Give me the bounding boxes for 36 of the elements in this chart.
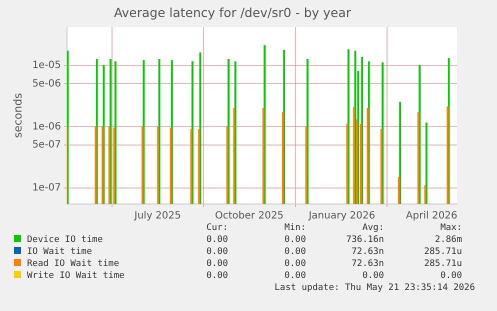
text: 0.00 [205, 246, 228, 258]
y-tick-label: 1e-06 [32, 121, 62, 132]
y-tick-label: 1e-05 [32, 60, 62, 71]
text: 0.00 [205, 258, 228, 270]
x-tick-label: April 2026 [406, 210, 458, 222]
y-tick-label: 1e-07 [32, 182, 62, 194]
text: Cur: [205, 222, 228, 234]
text: 0.00 [439, 270, 462, 282]
legend-label: Device IO time [26, 234, 104, 246]
text: Min: [283, 222, 306, 234]
text: 72.63n [350, 258, 384, 270]
x-tick-label: October 2025 [215, 210, 284, 222]
chart-title: Average latency for /dev/sr0 - by year [114, 4, 352, 20]
y-tick-label: 5e-07 [32, 140, 62, 151]
text: 285.71u [423, 246, 462, 258]
text: Avg: [361, 222, 384, 234]
text: Last update: Thu May 21 23:35:14 2026 [274, 283, 475, 293]
y-axis-title: seconds [11, 92, 24, 138]
text: 0.00 [205, 234, 228, 246]
legend-label: Write IO Wait time [26, 270, 126, 282]
text: Max: [439, 222, 462, 234]
text: 736.16n [345, 234, 384, 246]
text: 2.86m [434, 234, 462, 246]
text: 285.71u [423, 258, 462, 270]
legend-label: IO Wait time [26, 246, 94, 258]
text: 0.00 [283, 258, 306, 270]
text: 0.00 [283, 234, 306, 246]
text: 0.00 [361, 270, 384, 282]
legend-label: Read IO Wait time [26, 258, 120, 270]
text: 72.63n [350, 246, 384, 258]
text: 0.00 [283, 246, 306, 258]
text: 0.00 [205, 270, 228, 282]
text: 0.00 [283, 270, 306, 282]
y-tick-label: 5e-06 [32, 78, 62, 90]
x-tick-label: January 2026 [308, 210, 376, 222]
x-tick-label: July 2025 [133, 210, 182, 222]
